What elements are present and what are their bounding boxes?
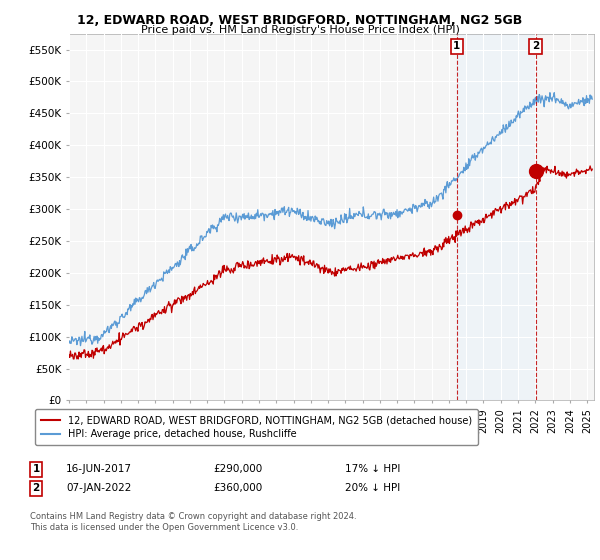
Bar (457, 34, 536, 400)
Text: 1: 1 (453, 41, 461, 52)
Text: 1: 1 (32, 464, 40, 474)
Text: Contains HM Land Registry data © Crown copyright and database right 2024.
This d: Contains HM Land Registry data © Crown c… (30, 512, 356, 532)
Text: 2: 2 (32, 483, 40, 493)
Text: 16-JUN-2017: 16-JUN-2017 (66, 464, 132, 474)
Text: 12, EDWARD ROAD, WEST BRIDGFORD, NOTTINGHAM, NG2 5GB: 12, EDWARD ROAD, WEST BRIDGFORD, NOTTING… (77, 14, 523, 27)
Text: 20% ↓ HPI: 20% ↓ HPI (345, 483, 400, 493)
Text: £360,000: £360,000 (213, 483, 262, 493)
Text: 17% ↓ HPI: 17% ↓ HPI (345, 464, 400, 474)
Text: 07-JAN-2022: 07-JAN-2022 (66, 483, 131, 493)
Legend: 12, EDWARD ROAD, WEST BRIDGFORD, NOTTINGHAM, NG2 5GB (detached house), HPI: Aver: 12, EDWARD ROAD, WEST BRIDGFORD, NOTTING… (35, 409, 478, 445)
Text: Price paid vs. HM Land Registry's House Price Index (HPI): Price paid vs. HM Land Registry's House … (140, 25, 460, 35)
Text: 2: 2 (532, 41, 539, 52)
Text: £290,000: £290,000 (213, 464, 262, 474)
